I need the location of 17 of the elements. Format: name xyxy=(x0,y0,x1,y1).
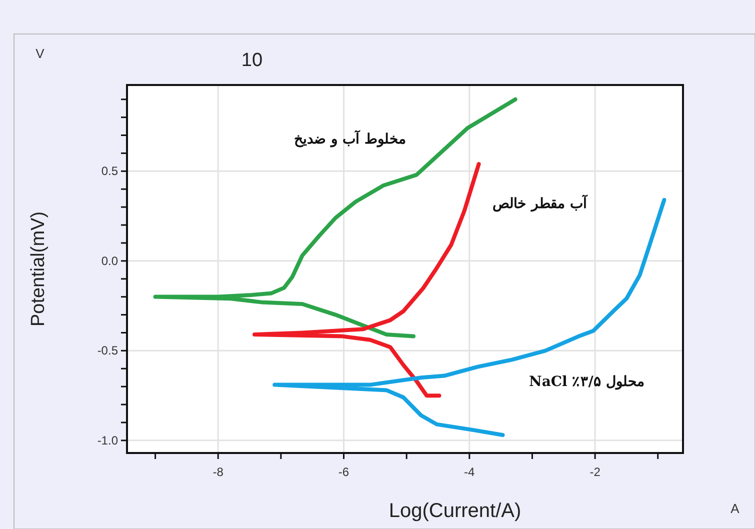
x-tick-label: -6 xyxy=(338,465,350,479)
text: V xyxy=(36,46,45,61)
x-tick-label: -4 xyxy=(464,465,476,479)
y-tick-label: 0.0 xyxy=(101,254,118,268)
y-axis-title: Potential(mV) xyxy=(28,211,49,327)
series-label: محلول ۳/۵٪ NaCl xyxy=(529,374,646,390)
y-tick-label: -0.5 xyxy=(97,344,118,358)
text: A xyxy=(730,501,740,516)
line-series xyxy=(252,162,481,398)
chart-title: 10 xyxy=(241,50,263,71)
x-axis-title: Log(Current/A) xyxy=(388,500,522,522)
series-label: مخلوط آب و ضدیخ xyxy=(294,129,407,148)
y-tick-label: 0.5 xyxy=(101,164,118,178)
x-tick-label: -8 xyxy=(212,465,224,479)
x-tick-label: -2 xyxy=(590,465,601,479)
series-label: آب مقطر خالص xyxy=(492,194,588,212)
y-tick-label: -1.0 xyxy=(97,433,118,448)
